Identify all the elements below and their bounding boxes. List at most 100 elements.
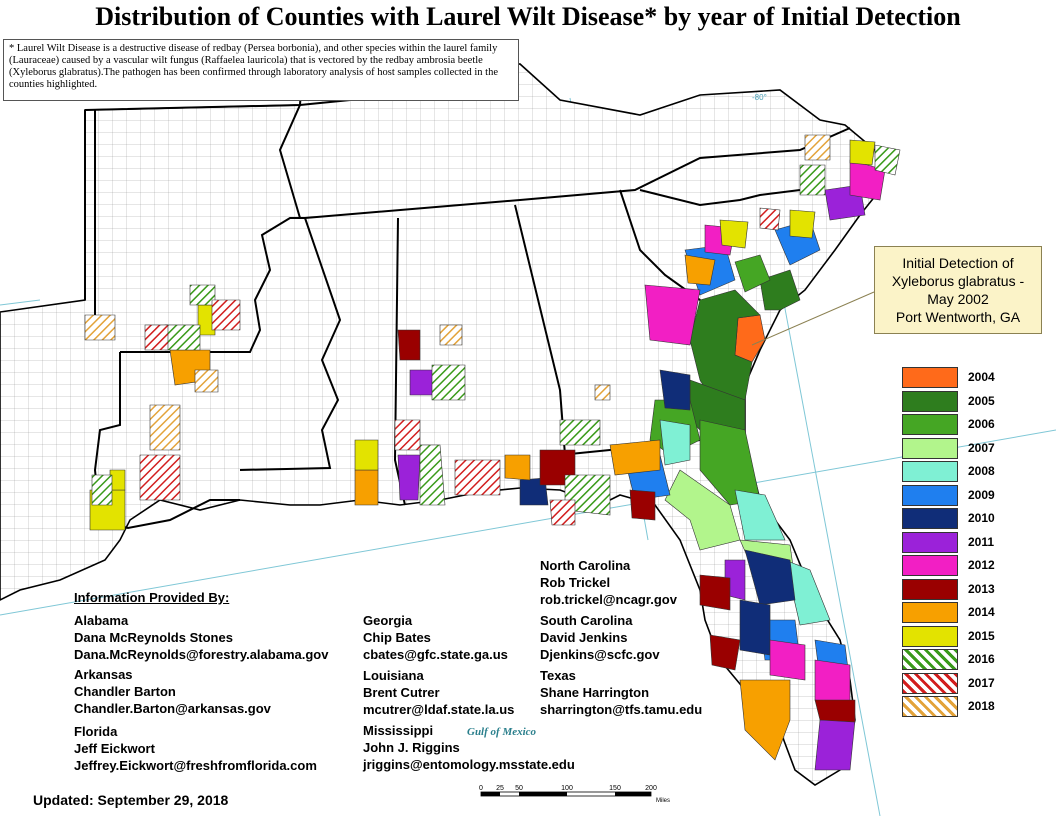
contact-state: South Carolina [540,613,633,628]
longitude-label: -80° [752,93,767,102]
initial-detection-callout: Initial Detection of Xyleborus glabratus… [874,246,1042,334]
legend-year: 2005 [968,393,995,408]
contact-email[interactable]: jriggins@entomology.msstate.edu [363,757,575,772]
legend-swatch [902,531,958,553]
scale-bar: 0 25 50 100 150 200 Miles [479,785,670,804]
contact-entry: Alabama Dana McReynolds Stones Dana.McReyn… [74,612,328,663]
contact-email[interactable]: mcutrer@ldaf.state.la.us [363,702,515,717]
legend-year: 2011 [968,534,995,549]
scale-tick-label: 150 [609,785,621,792]
callout-line: Xyleborus glabratus - [891,273,1025,289]
legend-swatch [902,672,958,694]
contact-name: Shane Harrington [540,685,650,700]
legend-item: 2006 [902,413,1008,436]
legend-year: 2004 [968,370,995,384]
contact-entry: Texas Shane Harrington sharrington@tfs.tam… [540,667,702,718]
legend-swatch [902,602,958,623]
callout-line: May 2002 [927,291,989,307]
scale-tick-label: 50 [515,785,523,792]
scale-bar-segment [615,792,651,796]
scale-unit: Miles [656,798,670,804]
contact-state: Louisiana [363,668,424,683]
legend-item: 2012 [902,554,1008,577]
contact-state: Arkansas [74,667,133,682]
legend-item: 2014 [902,601,1008,624]
callout-line: Port Wentworth, GA [895,309,1021,325]
contact-email[interactable]: Jeffrey.Eickwort@freshfromflorida.com [74,758,317,773]
contact-name: Chandler Barton [74,684,176,699]
contact-state: Texas [540,668,576,683]
legend-item: 2007 [902,437,1008,460]
legend-year: 2009 [968,487,995,502]
legend-swatch [902,437,958,459]
legend-swatch [902,578,958,600]
contact-state: Mississippi [363,723,434,738]
legend-swatch [902,625,958,647]
legend-item: 2013 [902,578,1008,601]
contact-email[interactable]: Dana.McReynolds@forestry.alabama.gov [74,647,329,662]
legend-year: 2010 [968,511,995,525]
contact-email[interactable]: Chandler.Barton@arkansas.gov [74,701,271,716]
contact-email[interactable]: cbates@gfc.state.ga.us [363,647,508,662]
gulf-label: Gulf of Mexico [467,726,537,738]
contact-email[interactable]: sharrington@tfs.tamu.edu [540,702,703,717]
legend-swatch [902,555,958,576]
scale-bar-segment [481,792,500,796]
contact-name: John J. Riggins [363,740,460,755]
legend-year: 2014 [968,605,995,619]
scale-tick-label: 200 [645,785,657,792]
scale-tick-label: 0 [479,785,483,792]
callout-leader [751,291,875,346]
legend-year: 2007 [968,440,995,455]
legend-year: 2012 [968,558,995,572]
contact-name: David Jenkins [540,630,628,645]
map-title: Distribution of Counties with Laurel Wil… [95,2,961,31]
contact-state: Georgia [363,613,413,628]
contact-email[interactable]: rob.trickel@ncagr.gov [540,592,677,607]
legend-item: 2011 [902,531,1008,554]
legend-item: 2017 [902,672,1008,695]
legend-item: 2016 [902,648,1008,671]
legend-swatch [902,649,958,670]
scale-bar-segment [519,792,567,796]
legend-year: 2013 [968,581,995,596]
legend-swatch [902,414,958,435]
infected-counties [84,134,901,771]
legend-swatch [902,484,958,506]
contact-state: Alabama [74,613,129,628]
contact-name: Rob Trickel [540,575,611,590]
legend-item: 2009 [902,484,1008,507]
legend-year: 2015 [968,628,995,643]
legend-swatch [902,367,958,388]
legend-swatch [902,390,958,412]
callout-line: Initial Detection of [902,255,1014,271]
legend-item: 2018 [902,695,1008,718]
contact-state: Florida [74,724,118,739]
contact-entry: Florida Jeff Eickwort Jeffrey.Eickwort@fre… [74,723,317,774]
legend-year: 2017 [968,675,995,690]
legend-year: 2006 [968,417,995,431]
contact-name: Brent Cutrer [363,685,440,700]
legend-item: 2008 [902,460,1008,483]
contact-name: Chip Bates [363,630,431,645]
contact-name: Dana McReynolds Stones [74,630,233,645]
legend-year: 2016 [968,652,995,666]
contact-entry: North Carolina Rob Trickel rob.trickel@nca… [540,557,677,608]
contact-email[interactable]: Djenkins@scfc.gov [540,647,660,662]
legend-item: 2015 [902,625,1008,648]
legend-item: 2004 [902,366,1008,389]
legend-year: 2018 [968,699,995,713]
legend-swatch [902,461,958,482]
info-heading: Information Provided By: [74,590,230,605]
contact-entry: Mississippi John J. Riggins jriggins@entom… [363,722,575,773]
contact-entry: Louisiana Brent Cutrer mcutrer@ldaf.state.… [363,667,514,718]
updated-date: Updated: September 29, 2018 [33,792,229,808]
contact-entry: Arkansas Chandler Barton Chandler.Barton@a… [74,666,271,717]
scale-tick-label: 100 [561,785,573,792]
contact-entry: Georgia Chip Bates cbates@gfc.state.ga.us [363,612,508,663]
legend-item: 2010 [902,507,1008,530]
scale-tick-label: 25 [496,785,504,792]
legend-swatch [902,508,958,529]
legend-year: 2008 [968,464,995,478]
